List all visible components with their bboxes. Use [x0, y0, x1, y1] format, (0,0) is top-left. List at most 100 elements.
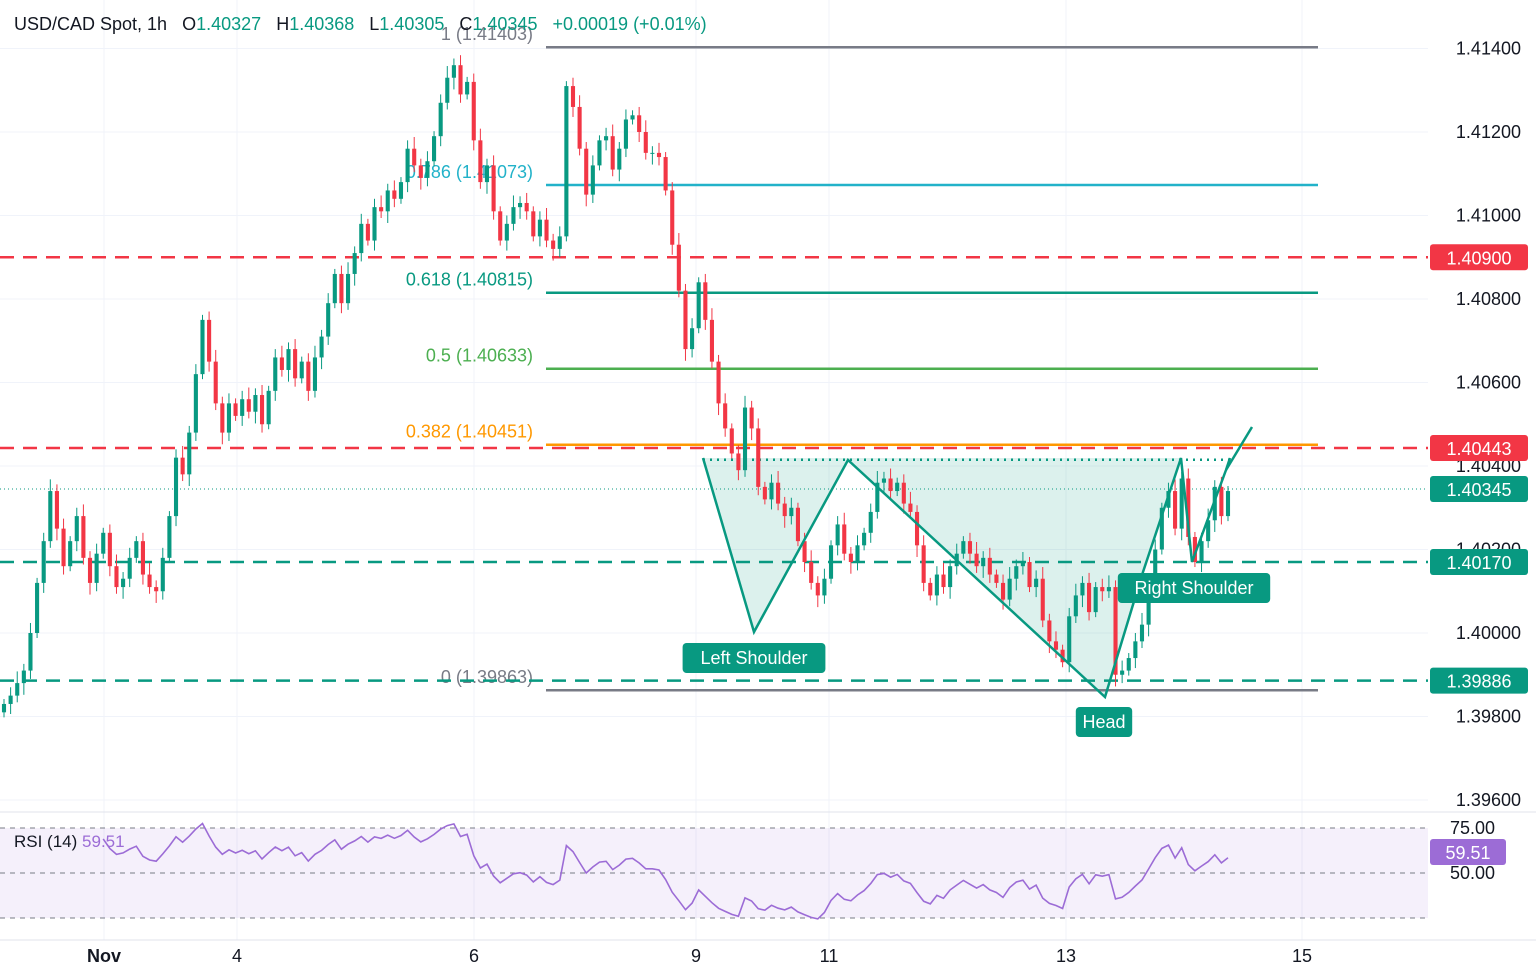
price-tick-label: 1.39800 — [1456, 707, 1521, 727]
time-tick-label: 6 — [469, 946, 479, 966]
candle — [914, 505, 920, 558]
candle — [862, 527, 867, 551]
candle — [723, 393, 728, 437]
breakout-line[interactable] — [1224, 426, 1254, 471]
candle — [491, 155, 496, 220]
candle — [48, 479, 53, 548]
candle — [200, 314, 205, 380]
svg-text:1.40170: 1.40170 — [1446, 553, 1511, 573]
candle — [273, 349, 278, 401]
time-tick-label: 11 — [820, 946, 839, 966]
candle — [1133, 633, 1138, 669]
candle — [769, 474, 774, 510]
pattern-label[interactable]: Head — [1075, 707, 1133, 737]
fibonacci-retracement[interactable]: 1 (1.41403) 0.786 (1.41073) 0.618 (1.40815… — [406, 24, 1318, 692]
horizontal-levels[interactable] — [0, 256, 1428, 682]
candle — [709, 308, 714, 369]
candle — [544, 207, 549, 248]
fib-level-label: 0.5 (1.40633) — [426, 346, 533, 366]
candle — [577, 95, 582, 156]
candle — [795, 502, 800, 547]
pattern-label[interactable]: Right Shoulder — [1117, 573, 1271, 603]
candle — [372, 198, 377, 251]
candle — [610, 124, 615, 177]
candle — [471, 73, 476, 151]
candle — [511, 195, 516, 231]
candle — [293, 339, 298, 387]
candle — [233, 398, 238, 421]
candle — [570, 77, 576, 117]
candle — [742, 395, 748, 477]
candle — [41, 532, 46, 593]
candle — [1113, 580, 1118, 687]
candle — [154, 580, 159, 603]
rsi-tick-label: 50.00 — [1450, 863, 1495, 883]
candle — [1007, 567, 1012, 607]
candle — [941, 562, 946, 594]
price-tick-label: 1.40600 — [1456, 373, 1521, 393]
candle — [1093, 582, 1098, 618]
price-tag: 1.40345 — [1430, 475, 1528, 502]
open-label: O — [182, 14, 197, 34]
candle — [405, 140, 410, 193]
candle — [240, 390, 245, 426]
candle — [359, 213, 364, 262]
candle — [656, 142, 662, 166]
candle — [286, 342, 291, 382]
candle — [220, 396, 225, 445]
candle — [379, 195, 384, 219]
candle — [266, 385, 271, 430]
candle — [888, 468, 893, 500]
candle — [385, 183, 390, 224]
candle — [604, 127, 609, 151]
candle — [1126, 653, 1131, 676]
candle — [312, 345, 318, 398]
candle — [1067, 607, 1072, 673]
time-tick-label: 4 — [232, 946, 242, 966]
time-tick-label: 15 — [1292, 946, 1312, 966]
candle — [498, 206, 503, 246]
candle — [1106, 575, 1111, 598]
candle — [484, 158, 490, 194]
candle — [21, 663, 26, 695]
candle — [901, 474, 906, 514]
candle — [756, 418, 761, 496]
candle — [809, 550, 814, 590]
candle — [451, 58, 456, 90]
price-axis[interactable]: 1.414001.412001.410001.408001.406001.404… — [1456, 39, 1521, 811]
candle — [987, 547, 992, 583]
candle — [187, 425, 192, 487]
candle — [881, 471, 887, 495]
candle — [1120, 660, 1125, 684]
candle — [94, 543, 99, 592]
rsi-axis[interactable]: 75.00 50.00 — [1450, 818, 1495, 883]
rsi-label[interactable]: RSI (14) — [14, 832, 78, 851]
candle — [438, 94, 443, 147]
candle — [167, 511, 172, 563]
price-tag: 1.40900 — [1430, 244, 1528, 271]
candle — [8, 687, 13, 714]
candle — [1014, 559, 1019, 591]
time-axis[interactable]: Nov 4 6 9 11 13 15 — [87, 946, 1312, 966]
candle — [1173, 479, 1178, 536]
candle — [617, 142, 622, 182]
candle — [1192, 531, 1197, 568]
candle — [1, 698, 7, 718]
price-tick-label: 1.40000 — [1456, 623, 1521, 643]
candle — [392, 180, 397, 208]
candle — [564, 81, 569, 242]
candle — [815, 576, 820, 608]
symbol-label[interactable]: USD/CAD Spot, 1h — [14, 14, 168, 34]
candle — [279, 345, 284, 377]
candle — [828, 540, 834, 584]
candle — [590, 155, 595, 203]
candle — [504, 215, 509, 251]
pattern-label[interactable]: Left Shoulder — [682, 643, 826, 673]
candle — [445, 66, 450, 110]
candle — [173, 449, 179, 527]
candle — [28, 622, 33, 679]
price-tag: 1.39886 — [1430, 667, 1528, 694]
candle — [822, 568, 827, 604]
fib-level-label: 1 (1.41403) — [441, 24, 533, 44]
candle — [425, 151, 430, 187]
